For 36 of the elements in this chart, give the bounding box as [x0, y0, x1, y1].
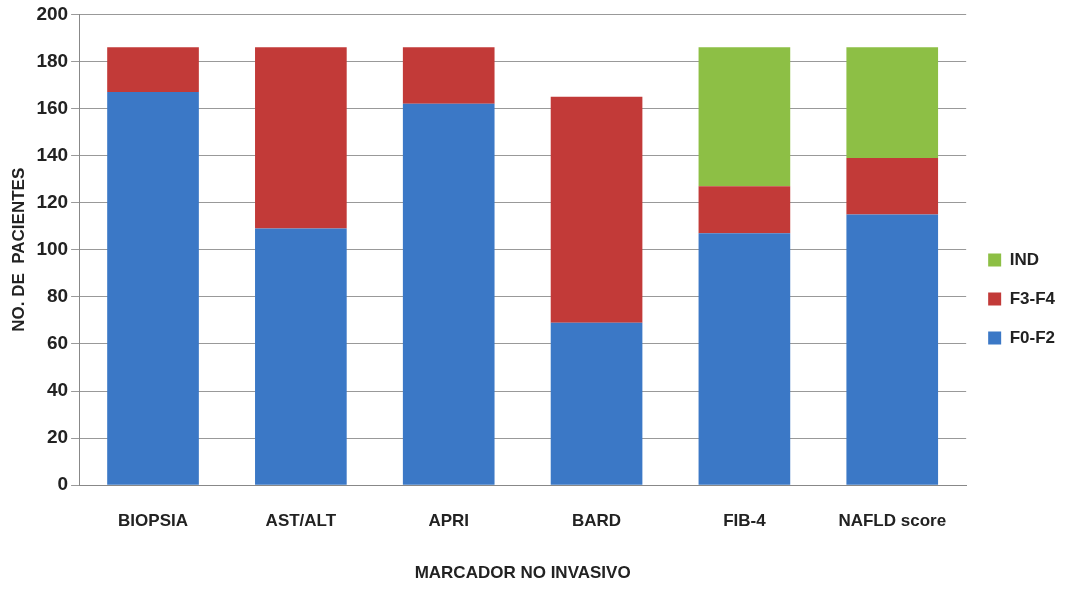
- x-tick-label: AST/ALT: [265, 511, 337, 531]
- y-tick-label: 60: [46, 332, 69, 354]
- bar: [255, 228, 347, 485]
- bar: [107, 92, 199, 485]
- bar: [402, 103, 495, 485]
- x-axis-title: MARCADOR NO INVASIVO: [414, 563, 631, 583]
- bar: [550, 96, 643, 323]
- x-tick-label: FIB-4: [723, 511, 767, 531]
- bar: [846, 157, 939, 215]
- legend-label: F0-F2: [1009, 327, 1055, 347]
- bar: [255, 47, 347, 229]
- y-tick-label: 40: [46, 379, 69, 401]
- bar: [402, 47, 495, 104]
- bar: [846, 47, 939, 158]
- legend-label: IND: [1009, 249, 1039, 269]
- x-tick-label: BIOPSIA: [118, 511, 188, 531]
- x-tick-label: APRI: [428, 511, 470, 531]
- y-tick-label: 20: [46, 426, 69, 448]
- x-tick-label: NAFLD score: [838, 511, 947, 531]
- bar: [550, 322, 643, 485]
- y-axis-title: NO. DE PACIENTES: [8, 167, 28, 332]
- bar: [698, 233, 791, 485]
- bar: [846, 214, 939, 485]
- x-tick-label: BARD: [572, 511, 622, 531]
- bar: [698, 47, 791, 187]
- y-tick-label: 100: [36, 238, 69, 260]
- y-tick-label: 0: [57, 473, 69, 495]
- y-tick-label: 160: [36, 96, 69, 118]
- legend-label: F3-F4: [1009, 288, 1056, 308]
- bar: [107, 47, 199, 93]
- y-tick-label: 180: [36, 49, 69, 71]
- y-tick-label: 120: [36, 190, 69, 212]
- y-tick-label: 80: [46, 285, 69, 307]
- bar: [698, 186, 791, 234]
- y-tick-label: 140: [36, 143, 69, 165]
- y-tick-label: 200: [36, 2, 69, 24]
